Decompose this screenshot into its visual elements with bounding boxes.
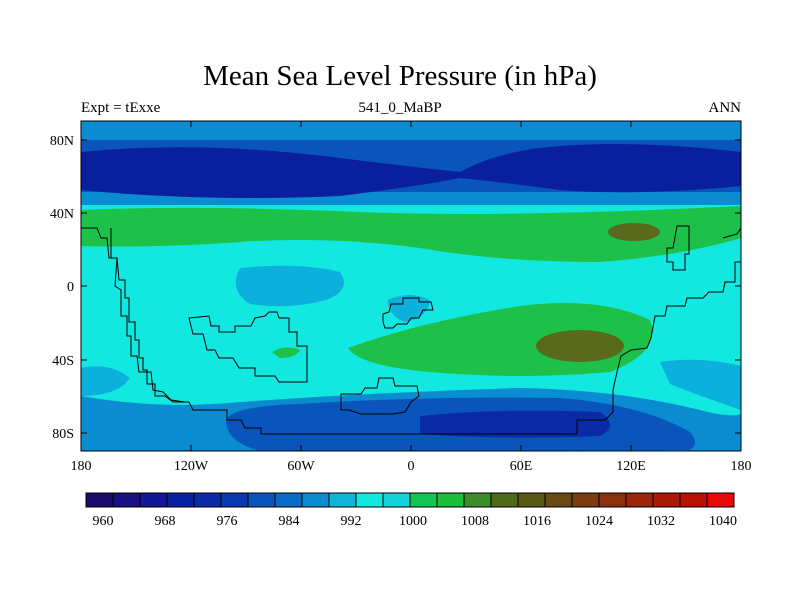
lat-label-40n: 40N — [50, 207, 74, 222]
colorbar-box — [679, 492, 708, 508]
colorbar-box — [328, 492, 357, 508]
field-south-band-east — [660, 359, 741, 410]
lat-label-0: 0 — [67, 280, 74, 295]
colorbar — [85, 492, 735, 508]
coastline-inner — [110, 228, 186, 403]
colorbar-label-1000: 1000 — [399, 514, 427, 529]
field-south-low-core — [420, 410, 610, 438]
colorbar-box — [652, 492, 681, 508]
coastline-south-island — [340, 377, 420, 415]
field-south-high-patch — [272, 347, 300, 358]
lon-label-180w: 180 — [71, 459, 92, 474]
field-north-high-core — [608, 223, 660, 241]
pressure-field — [81, 121, 741, 451]
colorbar-box — [139, 492, 168, 508]
lon-label-120e: 120E — [616, 459, 646, 474]
colorbar-label-984: 984 — [279, 514, 300, 529]
colorbar-box — [571, 492, 600, 508]
field-north-high — [81, 206, 741, 262]
colorbar-box — [490, 492, 519, 508]
colorbar-label-1040: 1040 — [709, 514, 737, 529]
field-tropical-low — [235, 265, 344, 307]
lat-label-80s: 80S — [52, 427, 74, 442]
colorbar-label-1024: 1024 — [585, 514, 613, 529]
colorbar-box — [220, 492, 249, 508]
lon-label-180e: 180 — [731, 459, 752, 474]
colorbar-label-976: 976 — [217, 514, 238, 529]
colorbar-label-1032: 1032 — [647, 514, 675, 529]
colorbar-box — [706, 492, 735, 508]
lat-label-80n: 80N — [50, 134, 74, 149]
colorbar-box — [382, 492, 411, 508]
time-label: 541_0_MaBP — [358, 100, 442, 116]
field-north-core — [81, 144, 741, 198]
coastline-east-island — [666, 225, 690, 271]
colorbar-label-1008: 1008 — [461, 514, 489, 529]
colorbar-box — [544, 492, 573, 508]
lat-ticks — [81, 139, 741, 434]
colorbar-box — [517, 492, 546, 508]
coastlines — [81, 225, 742, 435]
coastline-main — [81, 227, 741, 435]
colorbar-box — [436, 492, 465, 508]
colorbar-box — [625, 492, 654, 508]
colorbar-box — [166, 492, 195, 508]
lon-label-0: 0 — [408, 459, 415, 474]
lon-label-60e: 60E — [510, 459, 533, 474]
lon-label-120w: 120W — [174, 459, 209, 474]
experiment-label: Expt = tExxe — [81, 100, 161, 116]
lat-label-40s: 40S — [52, 354, 74, 369]
colorbar-box — [247, 492, 276, 508]
colorbar-box — [463, 492, 492, 508]
colorbar-labels: 960 968 976 984 992 1000 1008 1016 1024 … — [93, 514, 738, 529]
coastline-tropical-island — [382, 297, 434, 329]
colorbar-box — [112, 492, 141, 508]
colorbar-box — [598, 492, 627, 508]
plot-title: Mean Sea Level Pressure (in hPa) — [203, 60, 597, 92]
colorbar-box — [409, 492, 438, 508]
lon-label-60w: 60W — [287, 459, 315, 474]
lon-ticks — [190, 121, 632, 451]
field-south-high-core — [536, 330, 624, 362]
colorbar-label-1016: 1016 — [523, 514, 551, 529]
colorbar-box — [301, 492, 330, 508]
colorbar-box — [85, 492, 114, 508]
season-label: ANN — [708, 100, 742, 116]
colorbar-box — [355, 492, 384, 508]
coastline-east-edge — [722, 227, 742, 239]
colorbar-label-960: 960 — [93, 514, 114, 529]
field-south-band-west — [81, 366, 130, 396]
colorbar-box — [193, 492, 222, 508]
coastline-south-continent — [188, 311, 308, 383]
colorbar-box — [274, 492, 303, 508]
colorbar-label-992: 992 — [341, 514, 362, 529]
colorbar-label-968: 968 — [155, 514, 176, 529]
